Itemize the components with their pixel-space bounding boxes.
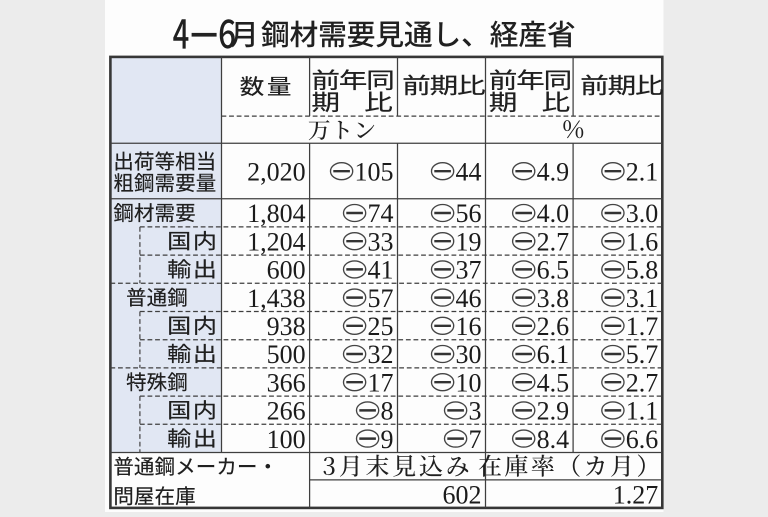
svg-text:366: 366: [267, 368, 306, 397]
svg-text:33: 33: [368, 227, 394, 256]
svg-text:16: 16: [456, 312, 482, 341]
svg-text:25: 25: [368, 312, 394, 341]
svg-text:3.0: 3.0: [626, 199, 659, 228]
svg-text:602: 602: [443, 480, 482, 509]
svg-text:74: 74: [368, 199, 394, 228]
svg-text:37: 37: [456, 256, 482, 285]
svg-text:1.6: 1.6: [626, 227, 659, 256]
svg-text:2.6: 2.6: [537, 312, 570, 341]
svg-text:1,438: 1,438: [247, 284, 306, 313]
svg-text:3: 3: [469, 397, 482, 426]
svg-text:1,204: 1,204: [247, 227, 306, 256]
svg-text:1.1: 1.1: [626, 397, 659, 426]
svg-text:8.4: 8.4: [537, 425, 570, 454]
svg-text:1.7: 1.7: [626, 312, 659, 341]
svg-text:2.9: 2.9: [537, 397, 570, 426]
svg-text:9: 9: [381, 425, 394, 454]
svg-text:7: 7: [469, 425, 482, 454]
svg-text:44: 44: [456, 157, 482, 186]
svg-text:30: 30: [456, 340, 482, 369]
svg-text:6.5: 6.5: [537, 256, 570, 285]
svg-text:56: 56: [456, 199, 482, 228]
svg-text:10: 10: [456, 368, 482, 397]
svg-text:1,804: 1,804: [247, 199, 306, 228]
svg-text:5.7: 5.7: [626, 340, 659, 369]
svg-text:3.8: 3.8: [537, 284, 570, 313]
svg-text:500: 500: [267, 340, 306, 369]
svg-text:6.6: 6.6: [626, 425, 659, 454]
svg-text:266: 266: [267, 397, 306, 426]
svg-text:1.27: 1.27: [613, 480, 659, 509]
svg-text:2.7: 2.7: [537, 227, 570, 256]
svg-text:2.7: 2.7: [626, 368, 659, 397]
svg-text:4.9: 4.9: [537, 157, 570, 186]
svg-text:41: 41: [368, 256, 394, 285]
svg-text:57: 57: [368, 284, 394, 313]
svg-text:600: 600: [267, 256, 306, 285]
svg-text:19: 19: [456, 227, 482, 256]
svg-text:6.1: 6.1: [537, 340, 570, 369]
svg-text:17: 17: [368, 368, 394, 397]
svg-text:8: 8: [381, 397, 394, 426]
svg-text:100: 100: [267, 425, 306, 454]
svg-text:32: 32: [368, 340, 394, 369]
svg-text:4.0: 4.0: [537, 199, 570, 228]
svg-text:4.5: 4.5: [537, 368, 570, 397]
svg-text:5.8: 5.8: [626, 256, 659, 285]
svg-text:2,020: 2,020: [247, 157, 306, 186]
svg-text:2.1: 2.1: [626, 157, 659, 186]
svg-text:105: 105: [355, 157, 394, 186]
svg-text:3.1: 3.1: [626, 284, 659, 313]
svg-text:938: 938: [267, 312, 306, 341]
svg-text:46: 46: [456, 284, 482, 313]
